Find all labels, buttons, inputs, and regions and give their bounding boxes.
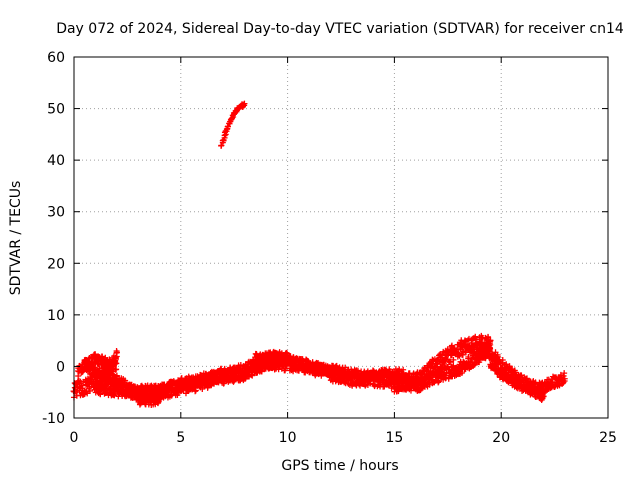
data-point (199, 385, 206, 392)
data-point (136, 401, 143, 408)
data-point (75, 373, 82, 380)
series-band (412, 340, 493, 394)
data-point (103, 367, 110, 374)
y-axis-label: SDTVAR / TECUs (8, 181, 24, 296)
y-tick-label: 30 (47, 205, 65, 221)
x-tick-label: 0 (70, 430, 79, 446)
data-point (471, 335, 478, 342)
data-point (447, 358, 454, 365)
data-point (253, 369, 260, 376)
data-point (294, 355, 301, 362)
data-point (241, 102, 248, 109)
x-tick-label: 5 (176, 430, 185, 446)
data-point (485, 333, 492, 340)
data-point (110, 391, 117, 398)
data-point (211, 380, 218, 387)
series-sdtvar (70, 100, 568, 408)
data-point (469, 355, 476, 362)
data-point (392, 379, 399, 386)
grid (74, 57, 608, 418)
y-tick-label: 20 (47, 256, 65, 272)
y-tick-label: 60 (47, 50, 65, 66)
data-point (441, 360, 448, 367)
data-point (241, 372, 248, 379)
data-point (443, 374, 450, 381)
data-point (370, 367, 377, 374)
y-tick-label: 0 (56, 359, 65, 375)
x-tick-label: 20 (492, 430, 510, 446)
y-tick-label: 50 (47, 102, 65, 118)
data-point (540, 393, 547, 400)
data-point (400, 366, 407, 373)
data-point (112, 356, 119, 363)
data-point (477, 357, 483, 364)
data-point (328, 375, 335, 382)
data-point (220, 137, 227, 144)
data-point (472, 336, 479, 343)
y-tick-label: -10 (42, 411, 65, 427)
data-point (113, 349, 120, 356)
data-point (450, 356, 457, 363)
data-point (87, 388, 94, 395)
data-point (152, 397, 159, 404)
x-tick-label: 15 (385, 430, 403, 446)
plot-frame (73, 56, 609, 419)
data-point (354, 367, 361, 374)
data-point (548, 378, 555, 385)
data-point (79, 368, 86, 375)
series-band (218, 100, 248, 149)
data-point (229, 115, 236, 122)
x-axis-label: GPS time / hours (281, 458, 398, 474)
chart-title: Day 072 of 2024, Sidereal Day-to-day VTE… (56, 21, 624, 37)
data-point (287, 353, 294, 360)
series-band (252, 348, 408, 385)
x-tick-label: 25 (599, 430, 617, 446)
data-point (492, 361, 499, 368)
x-tick-label: 10 (279, 430, 297, 446)
y-tick-label: 40 (47, 153, 65, 169)
data-point (175, 390, 182, 397)
data-point (561, 370, 568, 377)
data-series (70, 100, 568, 408)
data-point (104, 368, 111, 375)
data-point (561, 375, 568, 382)
axis-ticks: 0 5 10 15 20 25 -10 0 10 20 30 40 50 60 (42, 50, 617, 446)
data-point (122, 377, 129, 384)
data-point (109, 364, 116, 371)
y-tick-label: 10 (47, 308, 65, 324)
data-point (94, 381, 101, 388)
data-point (399, 379, 406, 386)
data-point (79, 385, 86, 392)
series-band (476, 342, 568, 396)
series-band (487, 358, 547, 403)
data-point (538, 389, 545, 396)
data-point (442, 355, 449, 362)
data-point (230, 114, 237, 120)
data-point (208, 368, 215, 375)
data-point (487, 345, 494, 352)
data-point (86, 367, 93, 374)
